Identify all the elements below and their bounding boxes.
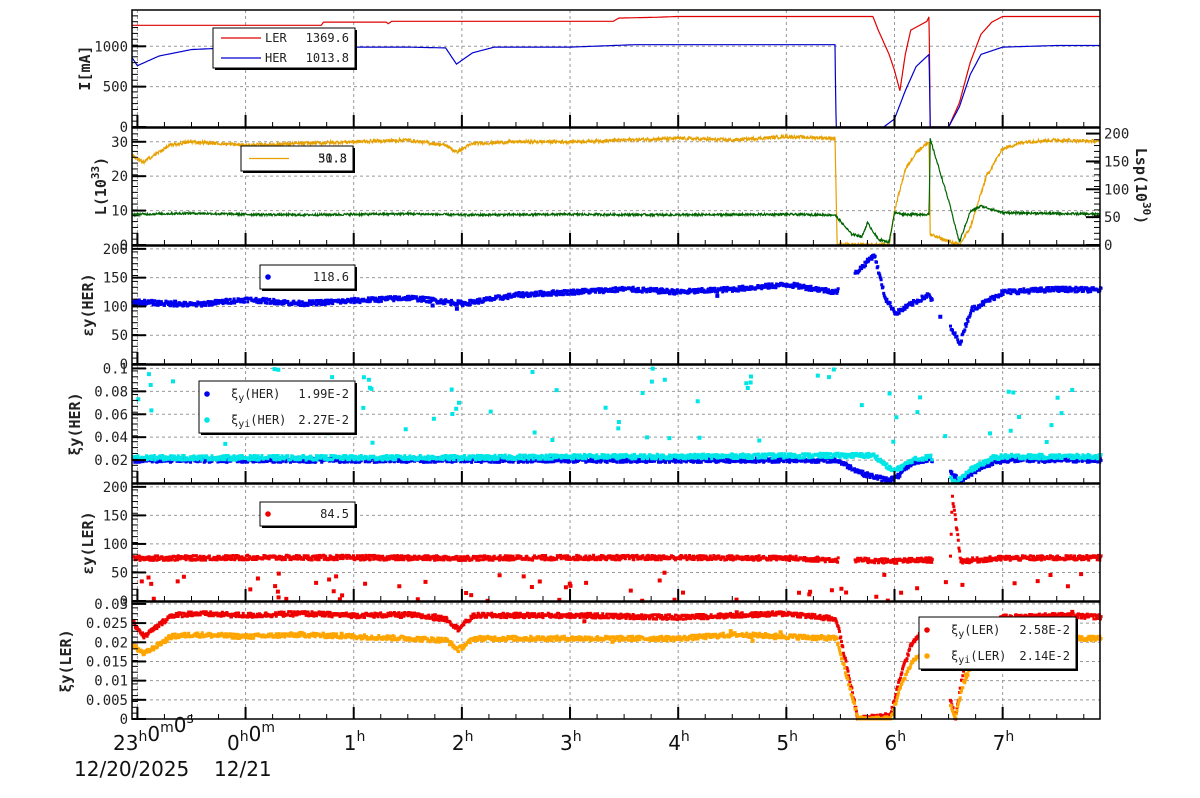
y-tick-label: 0.025 bbox=[86, 616, 128, 632]
y-axis-title-emittance-ler: εy(LER) bbox=[79, 511, 97, 574]
y-tick-label: 50 bbox=[111, 565, 128, 581]
y-tick-label: 0.1 bbox=[103, 361, 128, 377]
y-tick-label: 0.03 bbox=[94, 597, 128, 613]
y-tick-label: 100 bbox=[103, 537, 128, 553]
axes: 0500100001020300501001502000501001502000… bbox=[86, 9, 1129, 728]
y-axis-title-beam-beam-ler: ξy(LER) bbox=[57, 629, 75, 692]
legend-marker-icon bbox=[924, 653, 930, 659]
y-tick-label: 150 bbox=[103, 508, 128, 524]
legend-value: 2.27E-2 bbox=[298, 413, 349, 427]
y-right-tick-label: 200 bbox=[1104, 127, 1129, 143]
y-tick-label: 0.015 bbox=[86, 654, 128, 670]
legend-name: LER bbox=[265, 31, 287, 45]
legends: LER 1369.6 HER 1013.8 30.851.3 118.6 ξy(HER) 1.… bbox=[198, 27, 1078, 671]
legend-value: 118.6 bbox=[313, 270, 349, 284]
legend-name: HER bbox=[265, 51, 287, 65]
series-lsp bbox=[131, 138, 1101, 244]
y-tick-label: 0.01 bbox=[94, 674, 128, 690]
legend-name: ξy(HER) bbox=[231, 387, 280, 404]
grid-lines bbox=[132, 10, 1100, 719]
y-tick-label: 0 bbox=[120, 120, 128, 136]
y-tick-label: 0.06 bbox=[94, 407, 128, 423]
legend-value: 1013.8 bbox=[306, 51, 349, 65]
y-right-tick-label: 50 bbox=[1104, 210, 1121, 226]
y-tick-label: 20 bbox=[111, 169, 128, 185]
x-tick-label: 3h bbox=[560, 729, 582, 755]
legend-value: 1369.6 bbox=[306, 31, 349, 45]
y-tick-label: 0 bbox=[120, 238, 128, 254]
y-axis-title-luminosity: L(1033) bbox=[89, 157, 110, 215]
y-tick-label: 30 bbox=[111, 135, 128, 151]
y-tick-label: 0.02 bbox=[94, 453, 128, 469]
legend-emittance_ler: 84.5 bbox=[259, 501, 357, 528]
legend-value: 1.99E-2 bbox=[298, 387, 349, 401]
y-right-tick-label: 100 bbox=[1104, 182, 1129, 198]
x-tick-label: 1h bbox=[344, 729, 366, 755]
x-tick-label: 5h bbox=[776, 729, 798, 755]
series-l bbox=[131, 132, 1101, 248]
y-tick-label: 10 bbox=[111, 204, 128, 220]
y-axis-title-specific-luminosity: Lsp(1030) bbox=[1132, 148, 1153, 224]
series--y-her- bbox=[132, 253, 1103, 346]
x-axis-date-next: 12/21 bbox=[214, 757, 272, 781]
legend-luminosity: 30.851.3 bbox=[240, 145, 355, 173]
y-axis-title-beam-beam-her: ξy(HER) bbox=[66, 392, 84, 455]
legend-name: ξy(LER) bbox=[951, 623, 1000, 640]
y-right-tick-label: 150 bbox=[1104, 154, 1129, 170]
y-tick-label: 200 bbox=[103, 480, 128, 496]
legend-value: 2.58E-2 bbox=[1019, 623, 1070, 637]
y-tick-label: 0.08 bbox=[94, 384, 128, 400]
data-series bbox=[131, 15, 1103, 721]
y-axis-title-current: I[mA] bbox=[76, 45, 94, 90]
y-right-tick-label: 0 bbox=[1104, 238, 1112, 254]
x-tick-label: 6h bbox=[885, 729, 907, 755]
legend-marker-icon bbox=[265, 511, 271, 517]
x-axis-date-start: 12/20/2025 bbox=[74, 757, 189, 781]
legend-value: 30.8 bbox=[318, 152, 347, 166]
x-tick-label: 0h0m bbox=[227, 720, 275, 755]
y-tick-label: 100 bbox=[103, 299, 128, 315]
y-tick-label: 0 bbox=[120, 712, 128, 728]
y-tick-label: 0.02 bbox=[94, 635, 128, 651]
x-tick-label: 2h bbox=[452, 729, 474, 755]
y-tick-label: 0 bbox=[120, 357, 128, 373]
y-tick-label: 1000 bbox=[94, 39, 128, 55]
legend-emittance_her: 118.6 bbox=[259, 264, 357, 291]
y-tick-label: 50 bbox=[111, 328, 128, 344]
legend-value: 51.3 bbox=[318, 152, 347, 166]
y-tick-label: 0.04 bbox=[94, 430, 128, 446]
x-tick-label: 4h bbox=[668, 729, 690, 755]
y-tick-label: 500 bbox=[103, 80, 128, 96]
legend-value: 2.14E-2 bbox=[1019, 649, 1070, 663]
y-axis-title-emittance-her: εy(HER) bbox=[79, 273, 97, 336]
y-tick-label: 200 bbox=[103, 242, 128, 258]
series--y-her- bbox=[132, 455, 1103, 484]
legend-value: 84.5 bbox=[320, 507, 349, 521]
legend-marker-icon bbox=[265, 274, 271, 280]
legend-marker-icon bbox=[204, 391, 210, 397]
y-tick-label: 0.005 bbox=[86, 693, 128, 709]
x-tick-label: 7h bbox=[993, 729, 1015, 755]
series--yi-her- bbox=[132, 366, 1103, 485]
legend-marker-icon bbox=[204, 417, 210, 423]
y-tick-label: 150 bbox=[103, 271, 128, 287]
legend-marker-icon bbox=[924, 627, 930, 633]
y-tick-label: 0 bbox=[120, 594, 128, 610]
legend-current: LER 1369.6 HER 1013.8 bbox=[212, 27, 357, 70]
